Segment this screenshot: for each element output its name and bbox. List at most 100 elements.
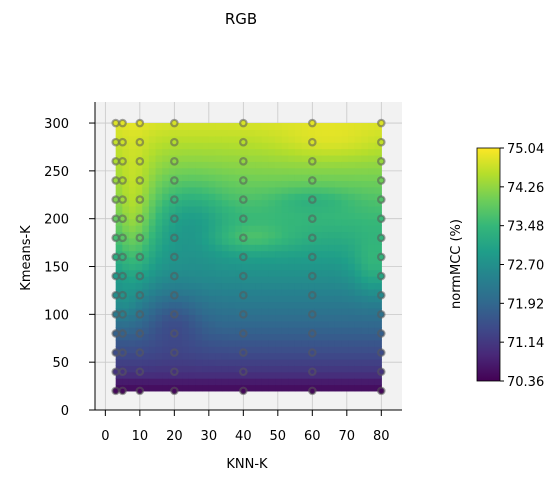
heatmap-cell <box>255 205 263 213</box>
heatmap-cell <box>155 346 163 354</box>
heatmap-cell <box>155 250 163 258</box>
heatmap-cell <box>182 135 190 143</box>
heatmap-cell <box>328 333 336 341</box>
heatmap-cell <box>208 174 216 182</box>
heatmap-cell <box>281 307 289 315</box>
heatmap-cell <box>341 142 349 150</box>
heatmap-cell <box>275 333 283 341</box>
heatmap-cell <box>261 244 270 252</box>
heatmap-cell <box>182 327 190 335</box>
heatmap-cell <box>122 320 130 328</box>
heatmap-cell <box>361 295 369 303</box>
heatmap-cell <box>122 186 130 194</box>
heatmap-cell <box>228 256 236 264</box>
heatmap-cell <box>368 288 376 296</box>
heatmap-cell <box>314 154 323 162</box>
heatmap-cell <box>348 148 356 156</box>
heatmap-cell <box>275 307 283 315</box>
heatmap-cell <box>354 282 362 290</box>
heatmap-cell <box>368 225 376 233</box>
heatmap-cell <box>294 180 303 188</box>
heatmap-cell <box>361 154 369 162</box>
heatmap-cell <box>275 123 283 131</box>
heatmap-cell <box>268 358 276 366</box>
heatmap-cell <box>328 358 336 366</box>
heatmap-cell <box>202 154 210 162</box>
heatmap-cell <box>235 193 243 201</box>
heatmap-cell <box>128 295 137 303</box>
heatmap-cell <box>221 167 230 175</box>
heatmap-cell <box>142 225 150 233</box>
heatmap-cell <box>334 244 343 252</box>
heatmap-cell <box>215 339 223 347</box>
heatmap-cell <box>155 327 163 335</box>
heatmap-cell <box>175 174 183 182</box>
heatmap-cell <box>354 218 362 226</box>
x-tick-label: 70 <box>339 429 356 444</box>
heatmap-cell <box>314 333 323 341</box>
heatmap-cell <box>195 174 203 182</box>
heatmap-cell <box>155 167 163 175</box>
sample-point <box>308 329 317 338</box>
heatmap-cell <box>115 346 123 354</box>
heatmap-cell <box>188 142 196 150</box>
heatmap-cell <box>142 295 150 303</box>
heatmap-cell <box>288 193 296 201</box>
heatmap-cell <box>261 295 270 303</box>
heatmap-cell <box>361 276 369 284</box>
heatmap-cell <box>128 327 137 335</box>
heatmap-cell <box>215 314 223 322</box>
heatmap-cell <box>328 148 336 156</box>
heatmap-cell <box>301 288 309 296</box>
heatmap-cell <box>202 378 210 386</box>
heatmap-cell <box>182 180 190 188</box>
heatmap-cell <box>374 186 382 194</box>
heatmap-cell <box>361 320 369 328</box>
heatmap-cell <box>328 314 336 322</box>
heatmap-cell <box>374 282 382 290</box>
heatmap-cell <box>148 327 157 335</box>
heatmap-cell <box>301 174 309 182</box>
heatmap-cell <box>348 358 356 366</box>
heatmap-cell <box>122 358 130 366</box>
heatmap-cell <box>268 231 276 239</box>
heatmap-cell <box>188 384 196 392</box>
heatmap-cell <box>261 180 270 188</box>
heatmap-cell <box>221 174 230 182</box>
heatmap-cell <box>294 352 303 360</box>
heatmap-cell <box>348 371 356 379</box>
heatmap-cell <box>122 295 130 303</box>
heatmap-cell <box>348 288 356 296</box>
heatmap-cell <box>208 199 216 207</box>
heatmap-cell <box>228 212 236 220</box>
heatmap-cell <box>148 218 157 226</box>
heatmap-cell <box>268 327 276 335</box>
heatmap-cell <box>175 320 183 328</box>
heatmap-cell <box>182 307 190 315</box>
heatmap-cell <box>155 256 163 264</box>
heatmap-cell <box>142 129 150 137</box>
heatmap-cell <box>348 333 356 341</box>
heatmap-cell <box>182 225 190 233</box>
heatmap-cell <box>275 174 283 182</box>
heatmap-cell <box>202 135 210 143</box>
heatmap-cell <box>348 193 356 201</box>
heatmap-cell <box>195 288 203 296</box>
heatmap-cell <box>255 346 263 354</box>
heatmap-cell <box>175 212 183 220</box>
heatmap-cell <box>308 129 316 137</box>
heatmap-cell <box>128 320 137 328</box>
heatmap-cell <box>175 244 183 252</box>
sample-point <box>308 386 317 396</box>
heatmap-cell <box>328 231 336 239</box>
heatmap-cell <box>301 384 309 392</box>
heatmap-cell <box>148 276 157 284</box>
heatmap-cell <box>128 123 137 131</box>
heatmap-cell <box>128 218 137 226</box>
heatmap-cell <box>142 237 150 245</box>
heatmap-cell <box>368 263 376 271</box>
heatmap-cell <box>361 180 369 188</box>
heatmap-cell <box>155 180 163 188</box>
heatmap-cell <box>301 135 309 143</box>
chart-title: RGB <box>225 10 257 28</box>
